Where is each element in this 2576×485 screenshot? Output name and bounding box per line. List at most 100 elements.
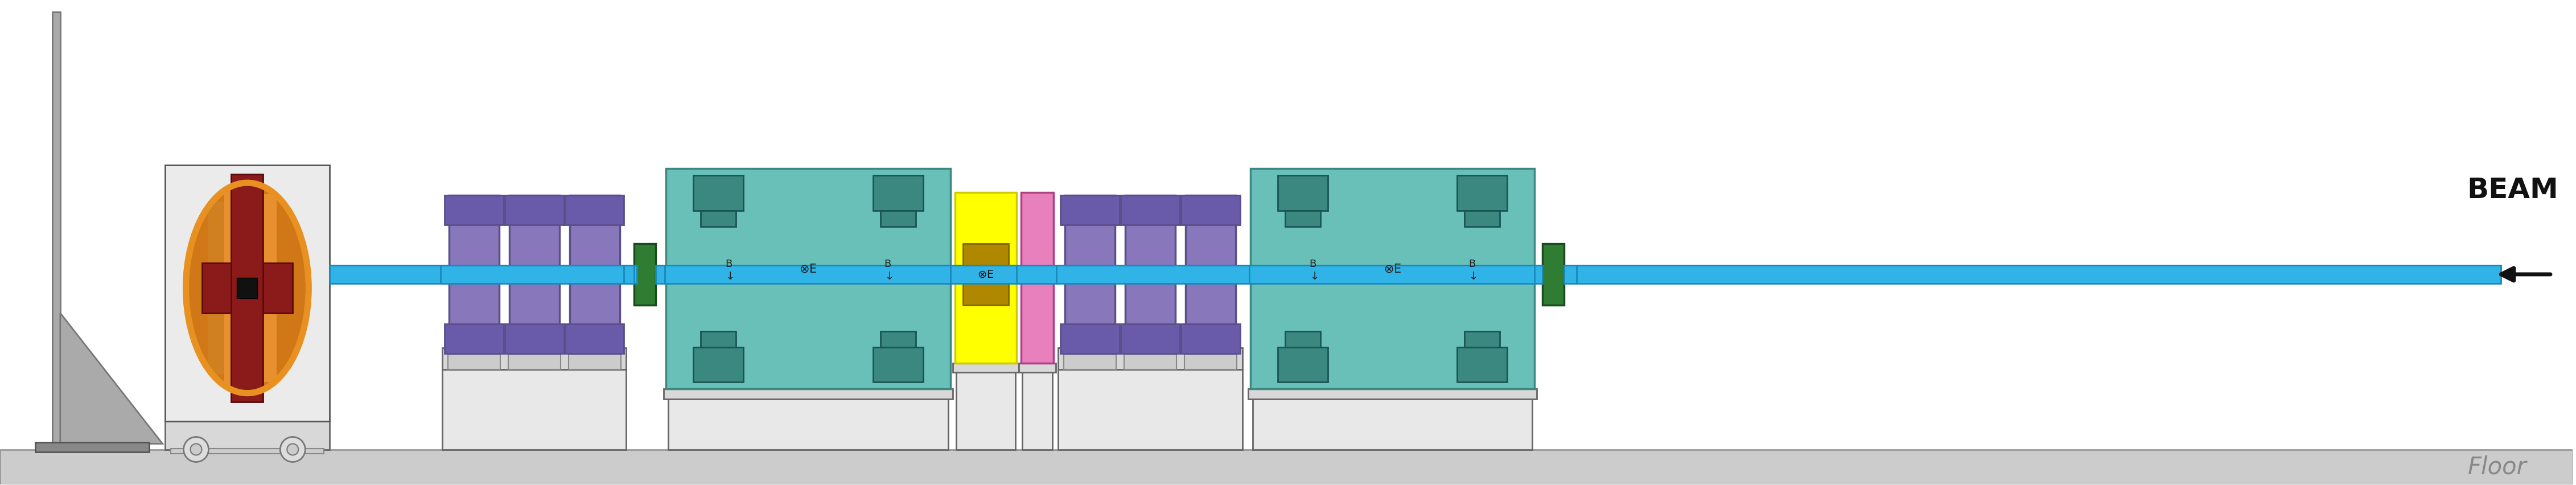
- Bar: [237, 278, 258, 298]
- Bar: [505, 195, 564, 225]
- Text: $\otimes$E: $\otimes$E: [1383, 264, 1401, 275]
- Bar: [1185, 349, 1236, 369]
- Bar: [1466, 210, 1499, 226]
- Bar: [1249, 168, 1535, 389]
- Bar: [701, 210, 737, 226]
- Bar: [634, 243, 657, 305]
- Text: $\downarrow$: $\downarrow$: [1466, 271, 1476, 282]
- Bar: [665, 265, 951, 283]
- Circle shape: [281, 437, 304, 462]
- Bar: [260, 194, 276, 382]
- Bar: [1061, 195, 1121, 225]
- Text: B: B: [726, 259, 732, 269]
- Bar: [1056, 265, 1255, 283]
- Bar: [1543, 243, 1564, 305]
- Bar: [1121, 324, 1180, 354]
- Bar: [1285, 210, 1321, 226]
- Bar: [1185, 195, 1236, 354]
- Text: B: B: [1468, 259, 1476, 269]
- Bar: [701, 331, 737, 347]
- Bar: [963, 243, 1007, 305]
- Bar: [448, 349, 500, 369]
- Text: $\downarrow$: $\downarrow$: [884, 271, 894, 282]
- Text: $\downarrow$: $\downarrow$: [1309, 271, 1319, 282]
- Bar: [1252, 389, 1533, 450]
- Bar: [873, 347, 922, 382]
- Bar: [569, 195, 621, 354]
- Bar: [956, 193, 1018, 363]
- Bar: [0, 450, 2573, 485]
- Bar: [1123, 349, 1177, 369]
- Bar: [1458, 347, 1507, 382]
- Bar: [1018, 363, 1056, 372]
- Text: B: B: [1309, 259, 1316, 269]
- Bar: [667, 389, 948, 450]
- Bar: [1577, 265, 2501, 283]
- Circle shape: [183, 437, 209, 462]
- Bar: [1020, 193, 1054, 363]
- Circle shape: [191, 444, 201, 455]
- Bar: [1018, 265, 1059, 283]
- Bar: [1564, 265, 1577, 283]
- Bar: [1064, 349, 1115, 369]
- Text: Floor: Floor: [2468, 455, 2527, 479]
- Circle shape: [286, 444, 299, 455]
- Bar: [224, 190, 242, 386]
- Bar: [1535, 265, 1543, 283]
- Bar: [657, 265, 667, 283]
- Bar: [1059, 348, 1242, 369]
- Bar: [440, 265, 636, 283]
- Bar: [443, 348, 626, 369]
- Text: $\otimes$E: $\otimes$E: [976, 269, 994, 280]
- Bar: [693, 347, 744, 382]
- Bar: [564, 324, 623, 354]
- Polygon shape: [59, 313, 162, 444]
- Bar: [1458, 175, 1507, 210]
- Bar: [507, 349, 562, 369]
- Text: BEAM: BEAM: [2468, 177, 2558, 204]
- Bar: [1023, 363, 1054, 450]
- Bar: [448, 195, 500, 354]
- Bar: [881, 331, 914, 347]
- Bar: [1466, 331, 1499, 347]
- Bar: [52, 12, 59, 450]
- Bar: [1061, 324, 1121, 354]
- Bar: [443, 369, 626, 450]
- Text: $\otimes$E: $\otimes$E: [799, 264, 817, 275]
- Bar: [1121, 195, 1180, 225]
- Text: $\downarrow$: $\downarrow$: [724, 271, 734, 282]
- Bar: [956, 363, 1015, 450]
- Bar: [170, 448, 325, 454]
- Bar: [36, 442, 149, 453]
- Bar: [446, 324, 502, 354]
- Bar: [165, 165, 330, 421]
- Bar: [951, 265, 1020, 283]
- Bar: [667, 168, 951, 389]
- Bar: [881, 210, 914, 226]
- Bar: [1285, 331, 1321, 347]
- Bar: [873, 175, 922, 210]
- Bar: [201, 263, 294, 313]
- Bar: [1278, 347, 1327, 382]
- Bar: [1180, 195, 1239, 225]
- Bar: [564, 195, 623, 225]
- Bar: [510, 195, 559, 354]
- Bar: [1180, 324, 1239, 354]
- Bar: [209, 202, 224, 374]
- Ellipse shape: [188, 185, 307, 391]
- Bar: [330, 265, 448, 283]
- Bar: [953, 363, 1018, 372]
- Bar: [693, 175, 744, 210]
- Text: B: B: [884, 259, 891, 269]
- Bar: [1249, 389, 1538, 399]
- Bar: [623, 265, 634, 283]
- Bar: [1059, 369, 1242, 450]
- Bar: [242, 188, 258, 388]
- Bar: [1126, 195, 1175, 354]
- Bar: [1249, 265, 1535, 283]
- Bar: [569, 349, 621, 369]
- Bar: [165, 421, 330, 450]
- Bar: [505, 324, 564, 354]
- Bar: [1278, 175, 1327, 210]
- Bar: [1064, 195, 1115, 354]
